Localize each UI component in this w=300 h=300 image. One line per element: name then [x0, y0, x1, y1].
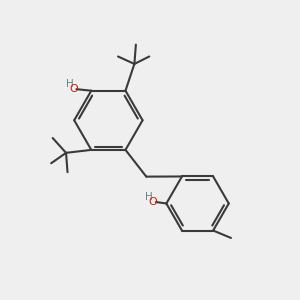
- Text: H: H: [66, 79, 74, 89]
- Text: O: O: [148, 197, 157, 207]
- Text: H: H: [145, 192, 153, 202]
- Text: O: O: [69, 84, 78, 94]
